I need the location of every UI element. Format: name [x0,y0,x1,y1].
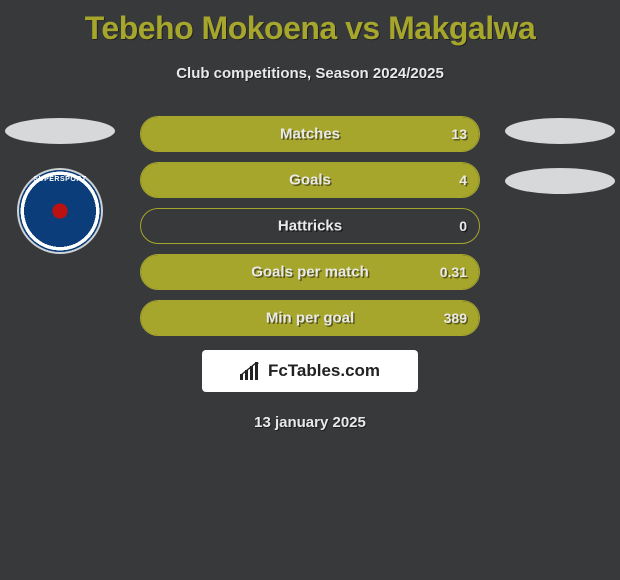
stat-row: Min per goal 389 [140,300,480,336]
player-photo-placeholder-right [505,118,615,144]
stat-bars: Matches 13 Goals 4 Hattricks 0 Goals per match… [140,116,480,336]
stat-row: Hattricks 0 [140,208,480,244]
stat-label: Hattricks [278,218,342,235]
page-title: Tebeho Mokoena vs Makgalwa [0,0,620,47]
bar-chart-icon [240,362,262,380]
date-label: 13 january 2025 [0,414,620,431]
stat-value-right: 389 [444,310,467,326]
comparison-area: SUPERSPORT Matches 13 Goals 4 Hattricks 0 Goal… [0,116,620,336]
stat-row: Matches 13 [140,116,480,152]
stat-label: Matches [280,126,340,143]
stat-row: Goals per match 0.31 [140,254,480,290]
subtitle: Club competitions, Season 2024/2025 [0,65,620,82]
club-badge-text: SUPERSPORT [19,176,101,183]
brand-text: FcTables.com [268,361,380,381]
player-photo-placeholder-left [5,118,115,144]
stat-label: Min per goal [266,310,354,327]
stat-value-right: 13 [451,126,467,142]
right-player-column [500,116,620,194]
stat-row: Goals 4 [140,162,480,198]
stat-value-right: 0.31 [440,264,467,280]
stat-label: Goals [289,172,331,189]
stat-value-right: 0 [459,218,467,234]
club-badge-left: SUPERSPORT [17,168,103,254]
brand-logo[interactable]: FcTables.com [202,350,418,392]
club-badge-placeholder-right [505,168,615,194]
stat-label: Goals per match [251,264,369,281]
left-player-column: SUPERSPORT [0,116,120,254]
stat-value-right: 4 [459,172,467,188]
